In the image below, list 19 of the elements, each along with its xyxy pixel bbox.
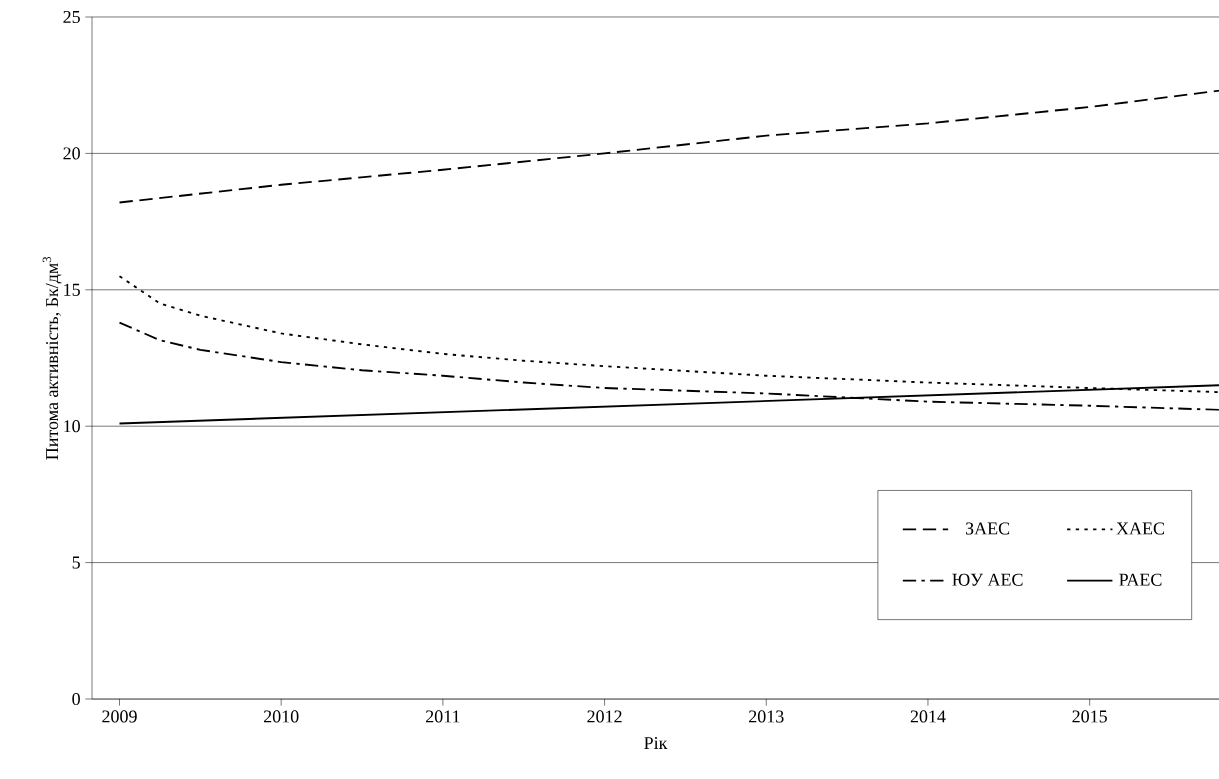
y-tick-label: 20 [63,147,80,160]
y-tick-label: 5 [72,556,80,569]
y-tick-label: 10 [64,420,80,433]
x-axis-title: Рік [644,737,668,749]
legend-label: ЮУ АЕС [952,573,1023,586]
legend-label: ХАЕС [1116,522,1165,535]
y-tick-label: 0 [72,692,80,706]
x-tick-label: 2012 [587,710,622,723]
x-tick-label: 2014 [910,710,946,723]
y-tick-label: 15 [64,283,80,296]
x-tick-label: 2015 [1072,710,1107,723]
y-axis-title: Питома активність, Бк/дм$^{3}$ [42,256,62,460]
x-tick-label: 2009 [102,710,137,723]
x-tick-label: 2010 [263,710,299,723]
x-tick-label: 2011 [426,710,460,723]
legend-label: ЗАЕС [965,522,1010,535]
y-tick-label: 25 [63,10,80,24]
legend-label: РАЕС [1119,573,1162,586]
x-tick-label: 2013 [749,710,784,723]
